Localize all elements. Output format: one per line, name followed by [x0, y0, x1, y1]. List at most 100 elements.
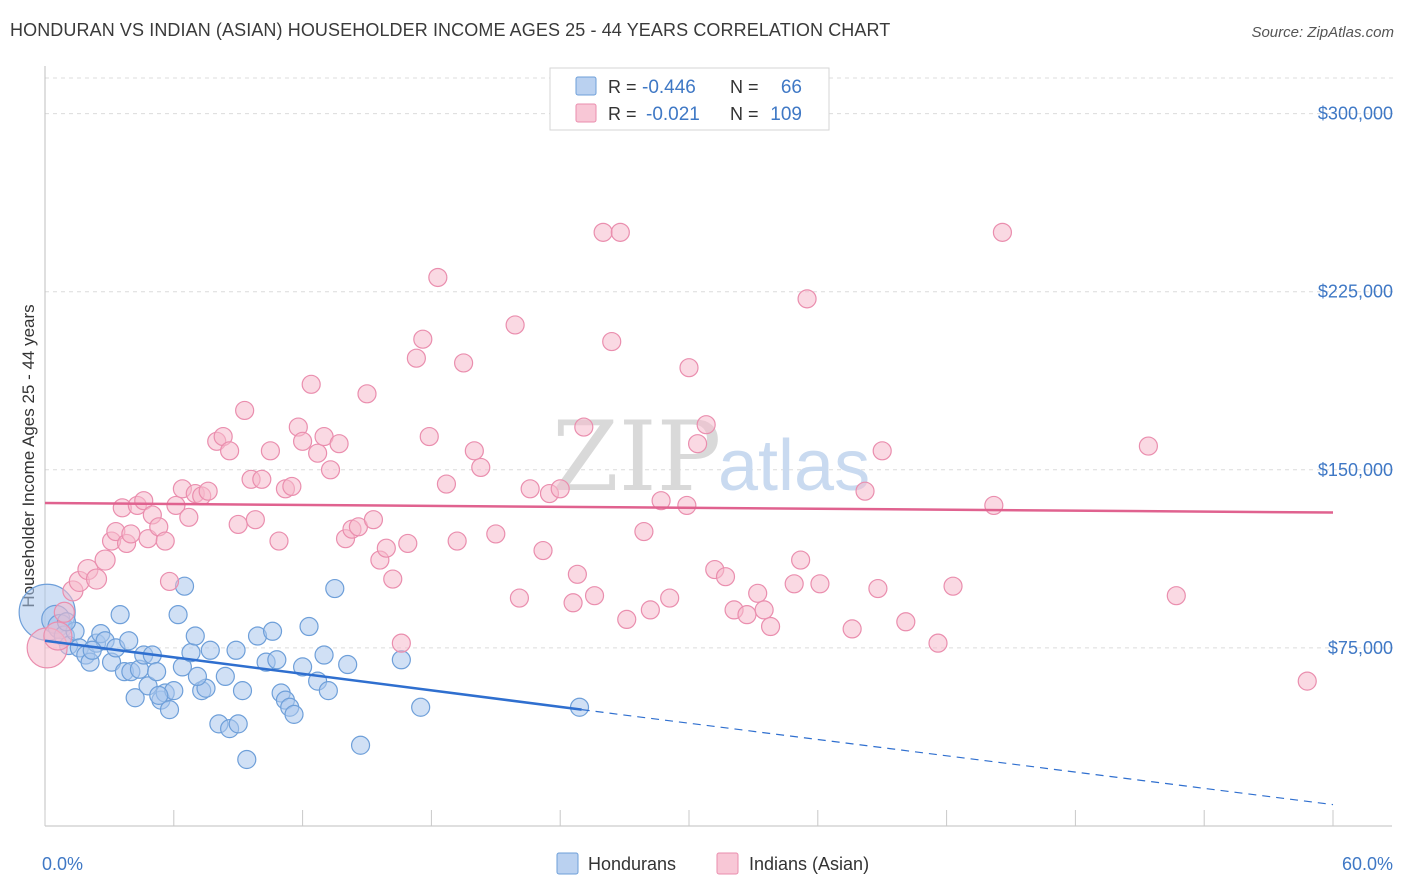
point-indian-asian [260, 441, 280, 461]
point-indian-asian [155, 531, 175, 551]
point-honduran [200, 640, 220, 660]
point-indian-asian [602, 331, 622, 352]
x-tick-label-min: 0.0% [42, 854, 83, 874]
point-indian-asian [574, 417, 594, 437]
point-indian-asian [43, 621, 73, 651]
point-indian-asian [660, 588, 680, 608]
point-indian-asian [447, 531, 467, 551]
legend-top: R = -0.446 N = 66 R = -0.021 N = 109 [549, 67, 830, 131]
point-indian-asian [715, 567, 736, 587]
point-honduran [149, 685, 169, 705]
y-tick-label: $75,000 [1328, 638, 1393, 658]
trend-line-indians [44, 501, 1334, 514]
point-indian-asian [357, 384, 377, 404]
trend-line-hondurans [44, 639, 582, 711]
point-honduran [187, 666, 208, 687]
point-honduran [293, 657, 313, 677]
point-indian-asian [754, 600, 774, 620]
point-indian-asian [166, 495, 186, 516]
point-indian-asian [679, 358, 699, 378]
point-indian-asian [383, 569, 403, 589]
legend-bottom-label-indians: Indians (Asian) [749, 854, 869, 874]
point-indian-asian [593, 222, 613, 242]
y-tick-label: $225,000 [1318, 282, 1393, 302]
x-tick-label-max: 60.0% [1342, 854, 1393, 874]
point-indian-asian [550, 479, 570, 499]
legend-n-value-2: 109 [770, 104, 802, 125]
point-indian-asian [651, 491, 671, 511]
legend-bottom-swatch-indians [716, 852, 739, 875]
point-indian-asian [505, 315, 525, 335]
point-indian-asian [454, 353, 474, 373]
chart-title: HONDURAN VS INDIAN (ASIAN) HOUSEHOLDER I… [10, 20, 891, 40]
point-indian-asian [696, 415, 716, 435]
point-indian-asian [320, 460, 341, 480]
point-indian-asian [220, 441, 240, 461]
point-indian-asian [640, 600, 660, 620]
point-indian-asian [737, 605, 757, 625]
point-honduran [262, 621, 283, 641]
point-indian-asian [784, 574, 804, 594]
point-indian-asian [842, 619, 862, 639]
point-honduran [338, 654, 358, 675]
point-honduran [228, 714, 248, 734]
point-honduran [226, 640, 246, 660]
point-indian-asian [428, 267, 448, 288]
point-honduran [267, 650, 287, 670]
legend-r-label-2: R = [608, 104, 637, 124]
trend-lines [44, 501, 1334, 806]
point-indian-asian [584, 586, 605, 606]
point-indian-asian [760, 616, 781, 637]
point-indian-asian [413, 329, 433, 349]
point-indian-asian [992, 222, 1013, 242]
y-tick-label: $150,000 [1318, 460, 1393, 480]
legend-n-label-1: N = [730, 77, 759, 97]
point-indian-asian [406, 348, 426, 368]
point-indian-asian [94, 549, 116, 571]
point-honduran [159, 700, 180, 720]
point-indian-asian [293, 431, 313, 451]
y-tick-labels: $75,000 $150,000 $225,000 $300,000 [1318, 104, 1393, 658]
point-indian-asian [252, 469, 272, 489]
point-indian-asian [928, 633, 948, 653]
point-indian-asian [868, 578, 888, 599]
point-honduran [119, 631, 139, 651]
point-indian-asian [520, 479, 540, 499]
watermark-zip: ZIP [552, 401, 721, 513]
legend-swatch-hondurans [575, 76, 597, 96]
legend-bottom: Hondurans Indians (Asian) [556, 852, 869, 875]
point-indian-asian [471, 457, 491, 478]
point-indian-asian [563, 593, 583, 613]
legend-n-label-2: N = [730, 104, 759, 124]
point-indian-asian [159, 571, 180, 592]
point-indian-asian [943, 576, 963, 596]
point-honduran [284, 704, 304, 724]
point-indian-asian [1297, 671, 1317, 691]
point-indian-asian [121, 524, 141, 544]
point-indian-asian [376, 538, 396, 558]
point-indian-asian [419, 426, 439, 447]
point-indian-asian [610, 222, 630, 242]
point-honduran [569, 697, 590, 717]
point-indian-asian [235, 400, 255, 421]
y-tick-label: $300,000 [1318, 104, 1393, 124]
point-indian-asian [1138, 436, 1158, 456]
point-indian-asian [872, 441, 892, 461]
point-honduran [350, 735, 371, 755]
point-indian-asian [748, 583, 768, 603]
y-axis-label: Householder Income Ages 25 - 44 years [19, 304, 38, 607]
point-indian-asian [301, 374, 321, 394]
point-indian-asian [791, 550, 811, 570]
point-honduran [237, 749, 257, 770]
point-indian-asian [617, 609, 637, 630]
watermark-atlas: atlas [718, 426, 870, 506]
legend-r-value-2: -0.021 [646, 104, 700, 125]
point-indian-asian [436, 474, 457, 494]
point-indian-asian [85, 568, 108, 590]
source-credit: Source: ZipAtlas.com [1251, 24, 1394, 41]
legend-r-value-1: -0.446 [642, 77, 696, 98]
point-honduran [318, 681, 338, 701]
legend-r-label-1: R = [608, 77, 637, 97]
point-indian-asian [329, 434, 349, 454]
